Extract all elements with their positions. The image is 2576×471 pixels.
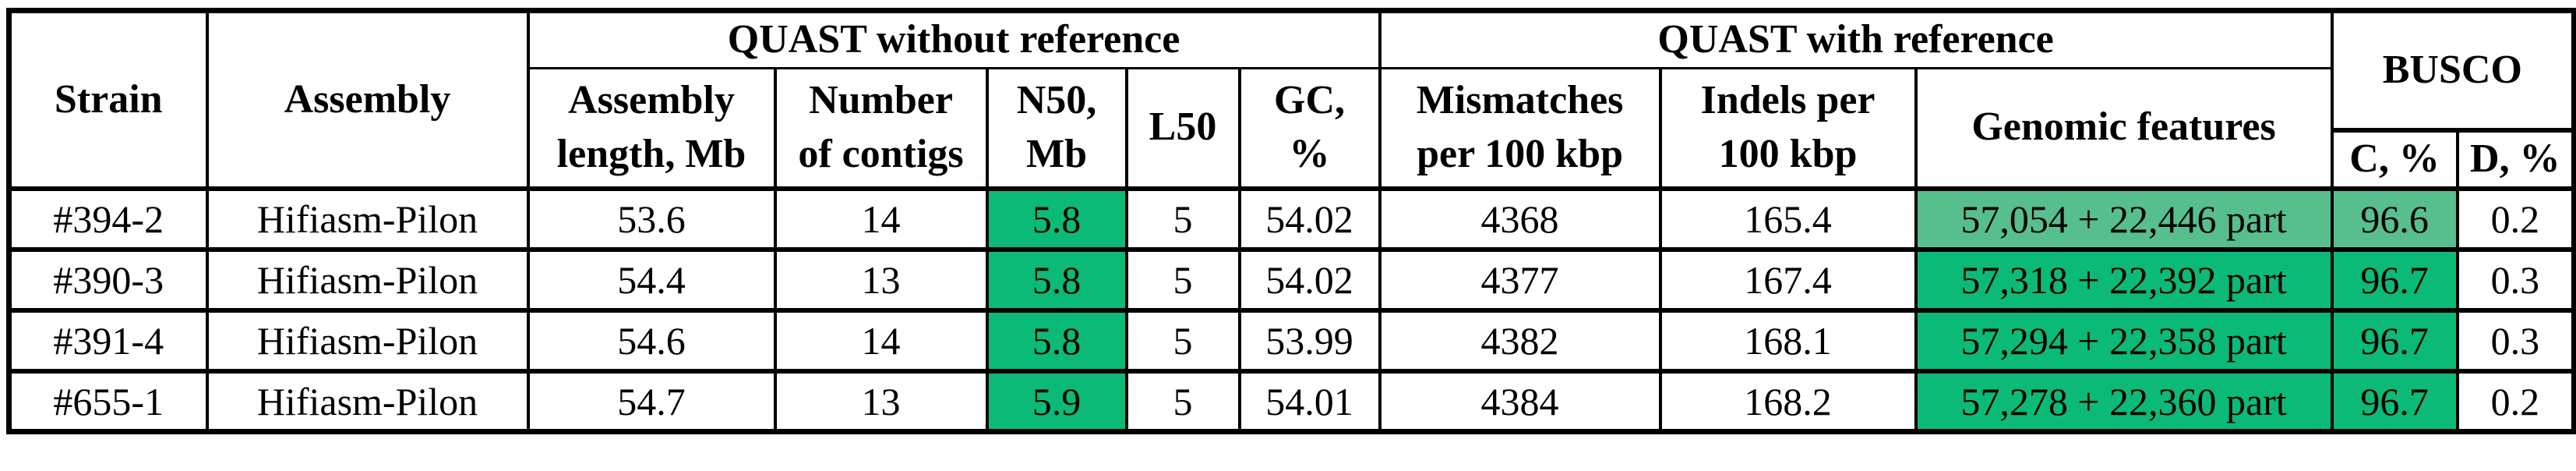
cell-number-of-contigs: 13 <box>773 368 989 434</box>
cell-busco-duplicated: 0.2 <box>2455 368 2576 434</box>
header-indels: Indels per 100 kbp <box>1658 66 1918 191</box>
cell-busco-duplicated: 0.2 <box>2455 186 2576 252</box>
cell-strain: #390-3 <box>7 246 209 313</box>
cell-genomic-features: 57,318 + 22,392 part <box>1914 246 2334 313</box>
cell-n50: 5.8 <box>985 246 1128 313</box>
header-busco: BUSCO <box>2330 8 2576 132</box>
cell-indels: 168.2 <box>1658 368 1918 434</box>
header-quast-without-reference: QUAST without reference <box>526 8 1382 69</box>
cell-genomic-features: 57,294 + 22,358 part <box>1914 307 2334 374</box>
cell-assembly-length: 54.7 <box>526 368 777 434</box>
cell-strain: #391-4 <box>7 307 209 374</box>
cell-gc: 53.99 <box>1237 307 1382 374</box>
cell-gc: 54.01 <box>1237 368 1382 434</box>
header-gc: GC, % <box>1237 66 1382 191</box>
header-l50: L50 <box>1124 66 1241 191</box>
cell-mismatches: 4382 <box>1378 307 1662 374</box>
cell-strain: #655-1 <box>7 368 209 434</box>
cell-number-of-contigs: 13 <box>773 246 989 313</box>
cell-n50: 5.8 <box>985 307 1128 374</box>
header-group-row: Strain Assembly QUAST without reference … <box>7 8 2576 190</box>
cell-mismatches: 4377 <box>1378 246 1662 313</box>
cell-mismatches: 4368 <box>1378 186 1662 252</box>
cell-n50: 5.9 <box>985 368 1128 434</box>
cell-indels: 167.4 <box>1658 246 1918 313</box>
header-busco-complete: C, % <box>2330 128 2459 191</box>
cell-busco-complete: 96.7 <box>2330 368 2459 434</box>
cell-genomic-features: 57,278 + 22,360 part <box>1914 368 2334 434</box>
cell-assembly: Hifiasm-Pilon <box>205 186 530 252</box>
header-busco-sub-row: C, % D, % <box>9 128 2576 191</box>
cell-n50: 5.8 <box>985 186 1128 252</box>
table-row: #394-2 Hifiasm-Pilon 53.6 14 5.8 5 54.02… <box>7 186 2576 252</box>
page: Strain Assembly QUAST without reference … <box>6 8 2576 435</box>
cell-gc: 54.02 <box>1237 246 1382 313</box>
header-genomic-features: Genomic features <box>1914 66 2334 191</box>
cell-assembly: Hifiasm-Pilon <box>205 368 530 434</box>
cell-l50: 5 <box>1124 307 1241 374</box>
cell-indels: 165.4 <box>1658 186 1918 252</box>
cell-assembly: Hifiasm-Pilon <box>205 246 530 313</box>
header-quast-with-reference: QUAST with reference <box>1378 8 2334 69</box>
cell-busco-duplicated: 0.3 <box>2455 246 2576 313</box>
cell-mismatches: 4384 <box>1378 368 1662 434</box>
cell-assembly: Hifiasm-Pilon <box>205 307 530 374</box>
header-n50: N50, Mb <box>985 66 1128 191</box>
cell-genomic-features: 57,054 + 22,446 part <box>1914 186 2334 252</box>
cell-busco-complete: 96.6 <box>2330 186 2459 252</box>
cell-busco-duplicated: 0.3 <box>2455 307 2576 374</box>
table-row: #391-4 Hifiasm-Pilon 54.6 14 5.8 5 53.99… <box>7 307 2576 374</box>
cell-l50: 5 <box>1124 246 1241 313</box>
header-assembly: Assembly <box>205 8 530 190</box>
cell-l50: 5 <box>1124 186 1241 252</box>
header-strain: Strain <box>7 8 209 190</box>
header-number-of-contigs: Number of contigs <box>773 66 989 191</box>
header-busco-duplicated: D, % <box>2455 128 2576 191</box>
cell-l50: 5 <box>1124 368 1241 434</box>
cell-indels: 168.1 <box>1658 307 1918 374</box>
cell-gc: 54.02 <box>1237 186 1382 252</box>
header-sub-row: Assembly length, Mb Number of contigs N5… <box>9 66 2574 191</box>
cell-assembly-length: 54.4 <box>526 246 777 313</box>
cell-busco-complete: 96.7 <box>2330 246 2459 313</box>
assembly-quality-table: Strain Assembly QUAST without reference … <box>6 8 2576 435</box>
table-row: #390-3 Hifiasm-Pilon 54.4 13 5.8 5 54.02… <box>7 246 2576 313</box>
header-assembly-length: Assembly length, Mb <box>526 66 777 191</box>
cell-busco-complete: 96.7 <box>2330 307 2459 374</box>
cell-number-of-contigs: 14 <box>773 186 989 252</box>
cell-number-of-contigs: 14 <box>773 307 989 374</box>
cell-assembly-length: 54.6 <box>526 307 777 374</box>
cell-strain: #394-2 <box>7 186 209 252</box>
table-row: #655-1 Hifiasm-Pilon 54.7 13 5.9 5 54.01… <box>7 368 2576 434</box>
cell-assembly-length: 53.6 <box>526 186 777 252</box>
header-mismatches: Mismatches per 100 kbp <box>1378 66 1662 191</box>
